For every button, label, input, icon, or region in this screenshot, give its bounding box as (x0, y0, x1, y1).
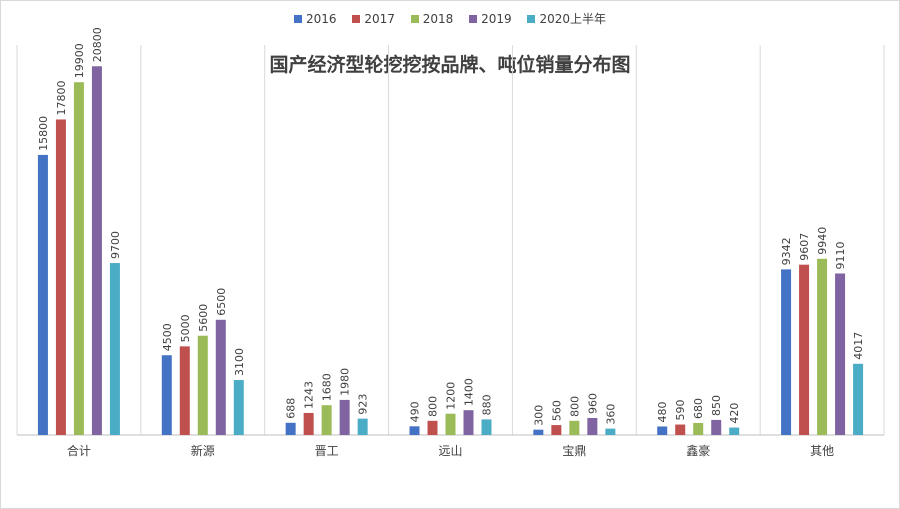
data-label: 17800 (55, 80, 68, 115)
legend: 2016 2017 2018 2019 2020上半年 (0, 10, 900, 27)
bar (409, 426, 420, 435)
data-label: 1980 (339, 368, 352, 396)
bar (781, 269, 792, 435)
data-label: 1243 (303, 381, 316, 409)
bar (197, 335, 208, 435)
data-label: 3100 (233, 348, 246, 376)
category-label: 合计 (67, 443, 91, 458)
data-label: 19900 (73, 43, 86, 78)
category-label: 鑫豪 (686, 443, 710, 458)
data-label: 9110 (834, 242, 847, 270)
data-label: 880 (481, 394, 494, 415)
bar (853, 363, 864, 435)
bar (73, 82, 84, 436)
data-label: 688 (285, 398, 298, 419)
bar (711, 419, 722, 435)
bar (675, 424, 686, 435)
data-label: 9940 (816, 227, 829, 255)
data-label: 9607 (798, 233, 811, 261)
legend-swatch-2019 (469, 14, 478, 23)
legend-label-2017: 2017 (364, 11, 395, 26)
bar (817, 258, 828, 435)
legend-label-2018: 2018 (422, 11, 454, 26)
data-label: 6500 (215, 288, 228, 316)
bar (179, 346, 190, 435)
bar (321, 405, 332, 435)
bar (233, 380, 244, 435)
bar (729, 427, 740, 435)
data-label: 15800 (37, 116, 50, 151)
data-label: 560 (550, 400, 563, 421)
data-label: 850 (710, 395, 723, 416)
bar (835, 273, 846, 435)
bar (445, 413, 456, 435)
bar (657, 426, 668, 435)
legend-item-2018: 2018 (410, 11, 454, 26)
bar (533, 429, 544, 435)
category-label: 远山 (438, 444, 462, 458)
data-label: 1400 (463, 378, 476, 406)
category-label: 宝鼎 (562, 444, 586, 458)
bar (303, 412, 314, 435)
bar (37, 154, 48, 435)
data-label: 1200 (445, 382, 458, 410)
data-label: 800 (427, 396, 440, 417)
legend-label-2016: 2016 (305, 11, 337, 26)
data-label: 5600 (197, 304, 210, 332)
bar (427, 420, 438, 435)
legend-item-2017: 2017 (352, 12, 395, 26)
legend-item-2019: 2019 (469, 12, 512, 26)
bar (481, 419, 492, 435)
bar (161, 355, 172, 435)
data-label: 5000 (179, 314, 192, 342)
bar (285, 422, 296, 435)
legend-swatch-2017 (352, 14, 361, 23)
legend-label-2020h1: 2020上半年 (539, 12, 607, 26)
category-label: 新源 (191, 443, 215, 458)
data-label: 590 (674, 400, 687, 421)
bar (109, 263, 120, 435)
legend-item-2020h1: 2020上半年 (527, 10, 606, 27)
bar (693, 422, 704, 435)
data-label: 9342 (780, 237, 793, 265)
data-label: 800 (568, 396, 581, 417)
data-label: 9700 (109, 231, 122, 259)
bar (605, 428, 616, 435)
bar (339, 399, 350, 435)
data-label: 360 (604, 404, 617, 425)
data-label: 300 (532, 405, 545, 426)
bar (799, 264, 810, 435)
category-label: 其他 (810, 444, 834, 458)
data-label: 1680 (321, 373, 334, 401)
bar (587, 417, 598, 435)
bar (463, 410, 474, 435)
data-label: 20800 (91, 27, 104, 62)
legend-swatch-2018 (410, 14, 419, 23)
data-label: 480 (656, 401, 669, 422)
legend-swatch-2016 (293, 14, 302, 23)
data-label: 4017 (852, 332, 865, 360)
bar (569, 420, 580, 435)
bar (215, 319, 226, 435)
chart-title: 国产经济型轮挖挖按品牌、吨位销量分布图 (269, 54, 631, 76)
bar (55, 119, 66, 436)
bar (551, 425, 562, 435)
data-label: 960 (586, 393, 599, 414)
legend-swatch-2020h1 (527, 14, 536, 23)
data-label: 923 (357, 394, 370, 415)
data-label: 490 (409, 401, 422, 422)
legend-item-2016: 2016 (293, 11, 337, 26)
bar (357, 418, 368, 435)
bar (91, 66, 102, 435)
category-label: 晋工 (315, 444, 339, 458)
data-label: 4500 (161, 323, 174, 351)
data-label: 680 (692, 398, 705, 419)
data-label: 420 (728, 403, 741, 424)
legend-label-2019: 2019 (481, 11, 512, 26)
